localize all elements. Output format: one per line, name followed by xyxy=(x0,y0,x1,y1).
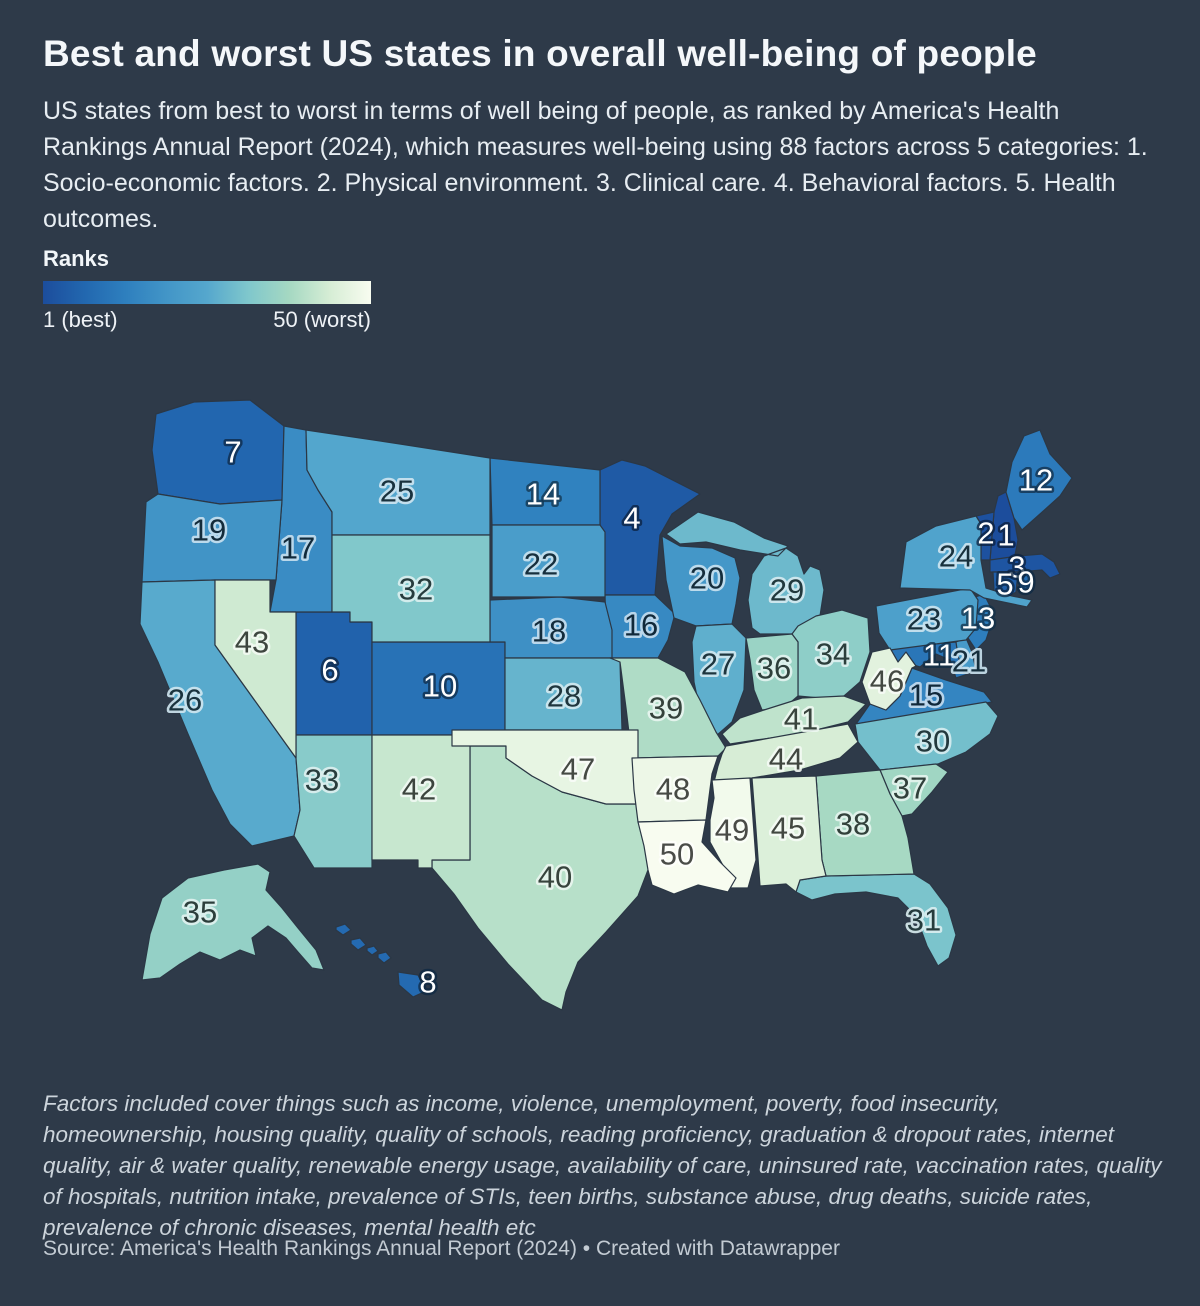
state-rank-label-MI: 29 xyxy=(770,573,804,608)
state-KS[interactable] xyxy=(504,657,623,731)
legend-max-label: 50 (worst) xyxy=(273,307,371,332)
state-rank-label-AL: 45 xyxy=(771,811,805,846)
state-rank-label-WA: 7 xyxy=(224,435,241,470)
state-rank-label-ID: 17 xyxy=(281,531,315,566)
state-rank-label-AR: 48 xyxy=(656,772,690,807)
state-rank-label-HI: 8 xyxy=(419,965,436,1000)
state-NV[interactable] xyxy=(214,579,297,759)
us-choropleth-map: 1234567891011121314151617181920212223242… xyxy=(139,399,1073,1011)
state-ME[interactable] xyxy=(1005,429,1073,531)
state-rank-label-NJ: 13 xyxy=(961,601,995,636)
state-rank-label-DE: 21 xyxy=(952,644,986,679)
state-rank-label-VT: 2 xyxy=(977,516,994,551)
state-NY[interactable] xyxy=(899,515,1033,608)
state-rank-label-MT: 25 xyxy=(380,474,414,509)
legend-ticks: 1 (best) 50 (worst) xyxy=(43,307,371,333)
state-IL[interactable] xyxy=(691,623,747,737)
state-rank-label-FL: 31 xyxy=(907,903,941,938)
state-AL[interactable] xyxy=(751,775,827,893)
state-rank-label-AK: 35 xyxy=(183,895,217,930)
state-rank-label-OK: 47 xyxy=(561,752,595,787)
state-rank-label-MS: 49 xyxy=(715,813,749,848)
state-LA[interactable] xyxy=(637,819,737,895)
state-rank-label-CT: 5 xyxy=(996,567,1013,602)
state-rank-label-NC: 30 xyxy=(916,724,950,759)
state-rank-label-PA: 23 xyxy=(907,602,941,637)
state-rank-label-IN: 36 xyxy=(757,651,791,686)
state-rank-label-MD: 11 xyxy=(923,638,955,673)
state-rank-label-WI: 20 xyxy=(690,561,724,596)
page-subtitle: US states from best to worst in terms of… xyxy=(43,96,1148,234)
state-rank-label-NM: 42 xyxy=(402,772,436,807)
state-rank-label-IA: 16 xyxy=(624,608,658,643)
state-WY[interactable] xyxy=(331,534,491,643)
states-layer xyxy=(139,399,1073,1011)
state-KY[interactable] xyxy=(721,695,867,745)
state-HI[interactable] xyxy=(335,923,427,998)
state-TN[interactable] xyxy=(713,723,859,783)
state-rank-label-UT: 6 xyxy=(321,653,338,688)
page-title: Best and worst US states in overall well… xyxy=(43,33,1037,74)
state-WV[interactable] xyxy=(861,647,917,711)
state-WI[interactable] xyxy=(661,535,741,627)
state-SD[interactable] xyxy=(491,524,606,598)
state-rank-label-KY: 41 xyxy=(784,702,818,737)
state-rank-label-ME: 12 xyxy=(1019,463,1053,498)
state-NM[interactable] xyxy=(371,734,471,869)
state-rank-label-NV: 43 xyxy=(235,625,269,660)
state-rank-label-VA: 15 xyxy=(909,678,943,713)
state-rank-label-ND: 14 xyxy=(526,477,560,512)
state-rank-label-TN: 44 xyxy=(769,742,803,777)
state-rank-label-LA: 50 xyxy=(660,837,694,872)
state-rank-label-KS: 28 xyxy=(547,679,581,714)
legend-title: Ranks xyxy=(43,246,110,271)
state-RI[interactable] xyxy=(1017,569,1033,593)
state-rank-label-NY: 24 xyxy=(939,539,973,574)
source-line: Source: America's Health Rankings Annual… xyxy=(43,1237,840,1260)
state-rank-label-CO: 10 xyxy=(423,669,457,704)
state-rank-label-MN: 4 xyxy=(623,501,640,536)
legend: Ranks 1 (best) 50 (worst) xyxy=(43,246,371,333)
state-AZ[interactable] xyxy=(293,734,373,869)
state-rank-label-AZ: 33 xyxy=(305,763,339,798)
state-rank-label-MO: 39 xyxy=(649,691,683,726)
state-rank-label-GA: 38 xyxy=(836,807,870,842)
legend-gradient-bar xyxy=(43,281,371,304)
state-rank-label-WY: 32 xyxy=(399,572,433,607)
state-AK[interactable] xyxy=(141,863,325,981)
state-rank-label-OH: 34 xyxy=(816,637,850,672)
state-rank-label-NE: 18 xyxy=(532,614,566,649)
state-rank-label-WV: 46 xyxy=(870,664,904,699)
header: Best and worst US states in overall well… xyxy=(43,33,1163,238)
state-WA[interactable] xyxy=(151,399,285,505)
state-rank-label-IL: 27 xyxy=(701,647,735,682)
state-rank-label-SC: 37 xyxy=(893,771,927,806)
state-rank-label-OR: 19 xyxy=(192,513,226,548)
legend-min-label: 1 (best) xyxy=(43,307,118,332)
state-NC[interactable] xyxy=(854,701,999,771)
footnote: Factors included cover things such as in… xyxy=(43,1091,1162,1241)
state-rank-label-NH: 1 xyxy=(997,518,1014,553)
state-rank-label-MA: 3 xyxy=(1008,550,1025,585)
state-rank-label-SD: 22 xyxy=(524,547,558,582)
state-rank-label-CA: 26 xyxy=(168,683,202,718)
state-rank-label-RI: 9 xyxy=(1017,565,1034,600)
labels-layer: 1234567891011121314151617181920212223242… xyxy=(165,432,1055,1002)
state-rank-label-TX: 40 xyxy=(538,860,572,895)
